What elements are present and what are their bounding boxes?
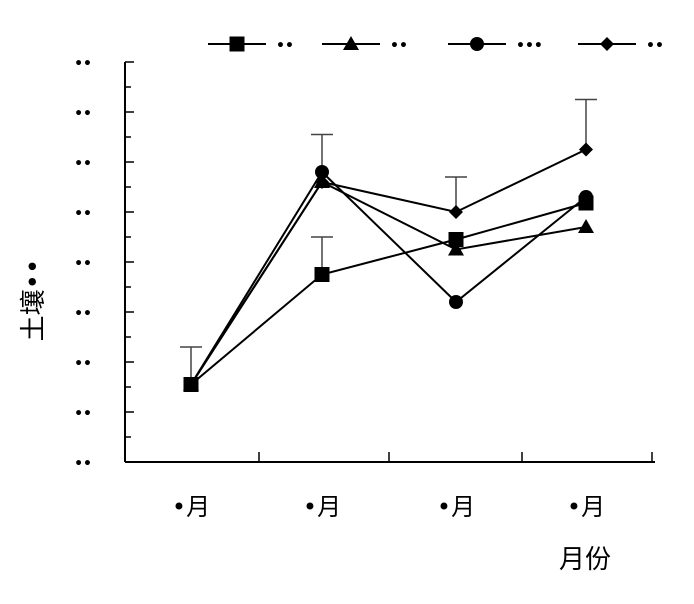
y-tick-label: •• [74, 306, 92, 322]
legend-item: ••• [448, 37, 543, 54]
marker-diamond [600, 37, 614, 51]
data-markers [183, 142, 594, 392]
y-tick-label: •• [74, 56, 92, 72]
legend-label: ••• [516, 38, 543, 54]
legend-item: •• [322, 36, 408, 54]
marker-diamond [579, 142, 593, 157]
marker-square [314, 267, 330, 282]
x-axis: •月 •月 •月 •月 [125, 452, 655, 521]
marker-circle [315, 165, 329, 179]
x-axis-label: 月份 [559, 545, 611, 575]
x-tick-label: •月 [303, 493, 341, 521]
legend-item: •• [578, 37, 664, 54]
y-tick-label: •• [74, 156, 92, 172]
marker-triangle [578, 219, 594, 233]
y-tick-label: •• [74, 456, 92, 472]
legend-item: •• [208, 36, 294, 54]
series-line [190, 148, 587, 386]
series-line [190, 202, 587, 386]
x-tick-label: •月 [172, 493, 210, 521]
x-tick-label: •月 [567, 493, 605, 521]
series-line [190, 170, 587, 386]
marker-triangle [448, 241, 464, 256]
y-tick-label: •• [74, 356, 92, 372]
y-axis: •• •• •• •• •• •• •• •• •• [74, 56, 134, 472]
marker-diamond [184, 377, 198, 392]
legend-label: •• [390, 38, 408, 54]
series-lines [190, 148, 587, 386]
y-tick-label: •• [74, 406, 92, 422]
marker-square [448, 232, 464, 247]
y-axis-label: 土壤•• [19, 259, 49, 342]
y-tick-label: •• [74, 106, 92, 122]
y-tick-label: •• [74, 206, 92, 222]
marker-circle [449, 295, 463, 309]
x-tick-label: •月 [437, 493, 475, 521]
legend: •• •• ••• •• [208, 36, 664, 54]
marker-circle [579, 190, 593, 204]
legend-label: •• [276, 38, 294, 54]
marker-diamond [449, 205, 463, 219]
legend-label: •• [646, 38, 664, 54]
series-line [190, 180, 587, 386]
marker-triangle [343, 36, 359, 50]
marker-diamond [315, 175, 329, 189]
y-tick-label: •• [74, 256, 92, 272]
marker-square [229, 36, 245, 52]
marker-circle [470, 37, 484, 51]
